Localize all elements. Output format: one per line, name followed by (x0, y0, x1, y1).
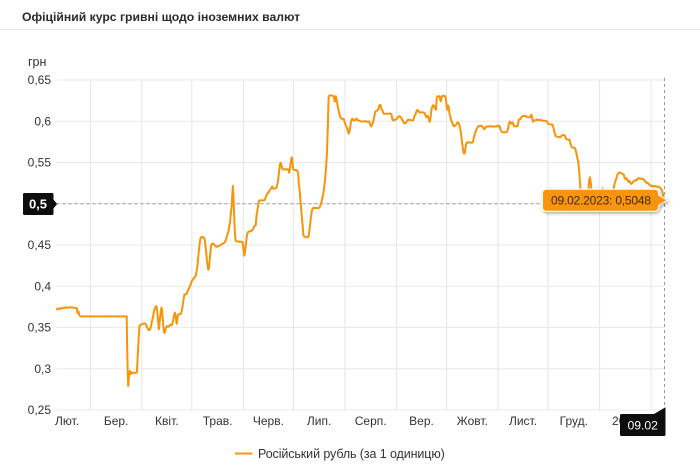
svg-text:0,45: 0,45 (28, 238, 52, 252)
svg-text:0,6: 0,6 (34, 115, 51, 129)
svg-text:Бер.: Бер. (104, 414, 129, 428)
svg-text:грн: грн (28, 55, 47, 69)
svg-text:0,5: 0,5 (29, 197, 47, 212)
svg-text:Лип.: Лип. (307, 414, 331, 428)
svg-text:Груд.: Груд. (560, 414, 588, 428)
svg-text:0,55: 0,55 (28, 156, 52, 170)
svg-text:0,4: 0,4 (34, 279, 51, 293)
svg-text:0,35: 0,35 (28, 321, 52, 335)
svg-text:Серп.: Серп. (355, 414, 387, 428)
svg-text:Вер.: Вер. (409, 414, 434, 428)
svg-text:Російський рубль (за 1 одиницю: Російський рубль (за 1 одиницю) (258, 447, 445, 461)
svg-text:09.02.2023: 0,5048: 09.02.2023: 0,5048 (551, 194, 651, 208)
svg-text:0,25: 0,25 (28, 403, 52, 417)
svg-text:Лист.: Лист. (509, 414, 537, 428)
svg-text:Трав.: Трав. (203, 414, 233, 428)
svg-text:Квіт.: Квіт. (155, 414, 179, 428)
svg-text:Офіційний курс гривні щодо іно: Офіційний курс гривні щодо іноземних вал… (22, 10, 300, 24)
svg-text:0,65: 0,65 (28, 73, 52, 87)
svg-text:Лют.: Лют. (55, 414, 79, 428)
svg-text:09.02: 09.02 (627, 419, 658, 433)
svg-text:0,3: 0,3 (34, 362, 51, 376)
svg-text:Жовт.: Жовт. (457, 414, 488, 428)
svg-text:Черв.: Черв. (253, 414, 284, 428)
